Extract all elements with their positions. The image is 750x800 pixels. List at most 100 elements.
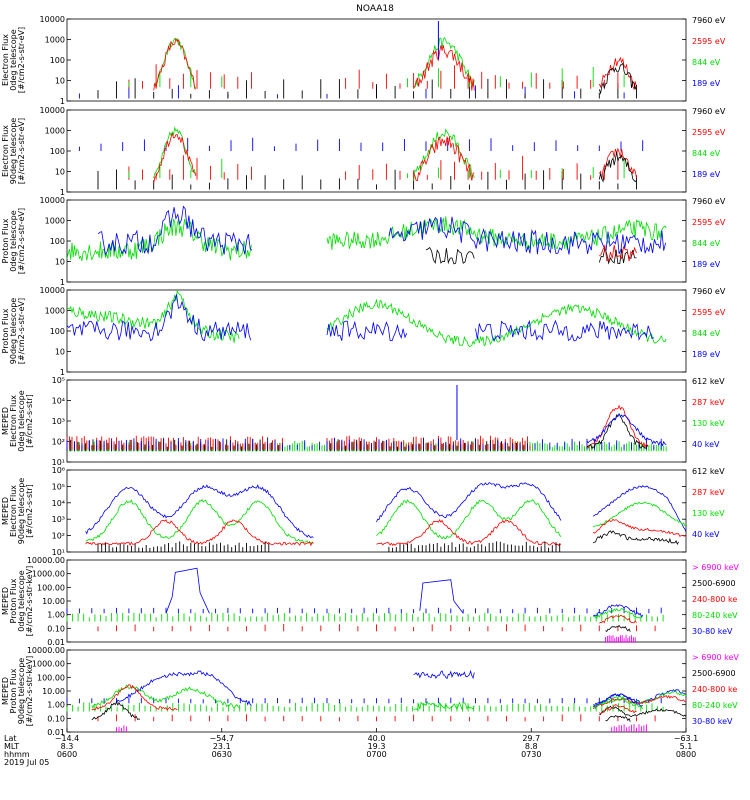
burst-a-black-seg-0: [91, 700, 141, 721]
panel-6: 10¹ 10² 10³ 10⁴ 10⁵ 10⁶ MEPED Electron Flux 90de…: [1, 466, 725, 557]
y-tick-label: 1.00: [47, 701, 65, 710]
y-axis-label: [#/cm2-s-str-eV]: [17, 27, 26, 93]
panel-6-frame: [66, 469, 687, 553]
legend-entry: 844 eV: [692, 58, 721, 67]
y-tick-label: 10: [55, 168, 65, 177]
series-40kev-b-seg-0: [592, 485, 687, 533]
y-axis-label: Electron Flux: [9, 485, 18, 537]
series-189ev-seg-0: [66, 294, 252, 342]
bump-black-seg-0: [605, 624, 631, 632]
y-tick-label: 1: [60, 368, 65, 377]
y-tick-label: 10⁶: [52, 466, 65, 475]
series-2595ev-seg-0: [599, 244, 637, 262]
y-tick-label: 1000: [45, 217, 65, 226]
y-tick-label: 1: [60, 97, 65, 106]
y-axis-label: 0deg telescope: [17, 570, 26, 631]
burst-c-black-seg-0: [598, 62, 637, 95]
y-tick-label: 1: [60, 278, 65, 287]
series-844ev: [128, 66, 625, 88]
x-tick-hhmm: 0700: [366, 750, 386, 759]
series-240-800kev: [97, 624, 656, 632]
legend-entry: > 6900 keV: [692, 653, 739, 662]
x-row-label: MLT: [4, 742, 19, 751]
legend-entry: 612 keV: [692, 377, 725, 386]
series-240-800kev: [97, 714, 656, 722]
y-tick-label: 1000: [45, 307, 65, 316]
panel-4: 1 10 100 1000 10000 Proton Flux 90deg telescop…: [1, 286, 726, 377]
series-287kev-b-seg-0: [592, 518, 687, 537]
legend-entry: 240-800 ke: [692, 685, 737, 694]
burst-c-black-seg-0: [598, 151, 637, 183]
y-tick-label: 0.10: [47, 714, 65, 723]
y-axis-label: 90deg telescope: [17, 478, 26, 545]
panel-8: 0.01 0.10 1.00 10.00 100.00 1000.00 10000.00 ME…: [1, 646, 739, 737]
series-30-80kev: [66, 607, 662, 614]
y-tick-label: 10²: [52, 438, 65, 447]
legend-entry: 2595 eV: [692, 37, 726, 46]
x-tick-mlt: 5.1: [680, 742, 693, 751]
y-axis-label: Electron Flux: [1, 125, 10, 177]
legend-entry: 287 keV: [692, 398, 725, 407]
y-tick-label: 1.00: [47, 611, 65, 620]
burst-b-green-seg-0: [413, 701, 475, 711]
bump-blue-seg-0: [586, 412, 667, 447]
y-axis-label: [#/cm2-s-str]: [25, 394, 34, 447]
y-tick-label: 10⁴: [52, 397, 65, 406]
burst-b-blue-seg-0: [413, 669, 475, 680]
series-189ev-seg-1: [388, 216, 666, 255]
y-axis-label: 90deg telescope: [9, 118, 18, 185]
y-axis-label: MEPED: [1, 587, 10, 615]
y-tick-label: 100: [50, 56, 65, 65]
y-axis-label: Proton Flux: [1, 218, 10, 263]
y-axis-label: Electron Flux: [1, 34, 10, 86]
y-axis-label: 90deg telescope: [17, 658, 26, 725]
legend-entry: 7960 eV: [692, 107, 726, 116]
series-7960ev-seg-0: [425, 246, 475, 265]
panel-3: 1 10 100 1000 10000 Proton Flux 0deg telescope…: [1, 196, 726, 287]
chart-title: NOAA18: [356, 4, 394, 14]
y-axis-label: [#/cm2-s-str-eV]: [17, 298, 26, 364]
legend-entry: 30-80 keV: [692, 717, 733, 726]
y-axis-label: MEPED: [1, 497, 10, 525]
legend-entry: 2500-6900: [692, 669, 736, 678]
y-axis-label: Electron Flux: [9, 395, 18, 447]
legend-entry: 2595 eV: [692, 218, 726, 227]
legend-entry: > 6900 keV: [692, 563, 739, 572]
series-80-240kev: [66, 612, 664, 622]
y-tick-label: 1000.00: [32, 660, 65, 669]
x-tick-hhmm: 0630: [212, 750, 232, 759]
y-tick-label: 10²: [52, 532, 65, 541]
y-tick-label: 10000: [40, 106, 65, 115]
y-tick-label: 10.00: [42, 597, 65, 606]
y-tick-label: 10.00: [42, 687, 65, 696]
series-2595ev: [128, 155, 619, 180]
burst-a-red-seg-0: [153, 37, 197, 91]
legend-entry: 2595 eV: [692, 128, 726, 137]
legend-entry: 80-240 keV: [692, 701, 738, 710]
panel-1: 1 10 100 1000 10000 Electron Flux 0deg telesco…: [1, 15, 726, 106]
series-40kev-seg-0: [85, 484, 314, 539]
burst-b-green-seg-0: [413, 128, 475, 182]
y-axis-label: [#/cm2-s-str]: [25, 484, 34, 537]
y-tick-label: 10³: [52, 515, 65, 524]
panel-2-frame: [66, 109, 687, 193]
y-tick-label: 10000.00: [27, 646, 65, 655]
y-tick-label: 1000: [45, 36, 65, 45]
y-tick-label: 0.01: [47, 728, 65, 737]
series-189ev-seg-2: [475, 319, 654, 342]
legend-entry: 287 keV: [692, 488, 725, 497]
bump-black-seg-0: [605, 715, 631, 722]
bump-red-seg-0: [586, 404, 648, 449]
series-287kev-seg-0: [85, 519, 314, 547]
y-tick-label: 10³: [52, 417, 65, 426]
y-tick-label: 10: [55, 77, 65, 86]
y-axis-label: 0deg telescope: [9, 29, 18, 90]
series-844ev-seg-0: [66, 218, 252, 262]
bump-blue-seg-0: [593, 604, 644, 618]
series-189ev-seg-0: [97, 205, 253, 256]
y-axis-label: [#/cm2-s-str-eV]: [17, 208, 26, 274]
series-844ev-b-seg-0: [326, 298, 667, 348]
y-tick-label: 0.10: [47, 624, 65, 633]
series-130kev-seg-0: [85, 499, 314, 544]
